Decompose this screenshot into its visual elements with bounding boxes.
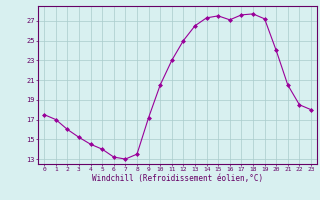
X-axis label: Windchill (Refroidissement éolien,°C): Windchill (Refroidissement éolien,°C) <box>92 174 263 183</box>
